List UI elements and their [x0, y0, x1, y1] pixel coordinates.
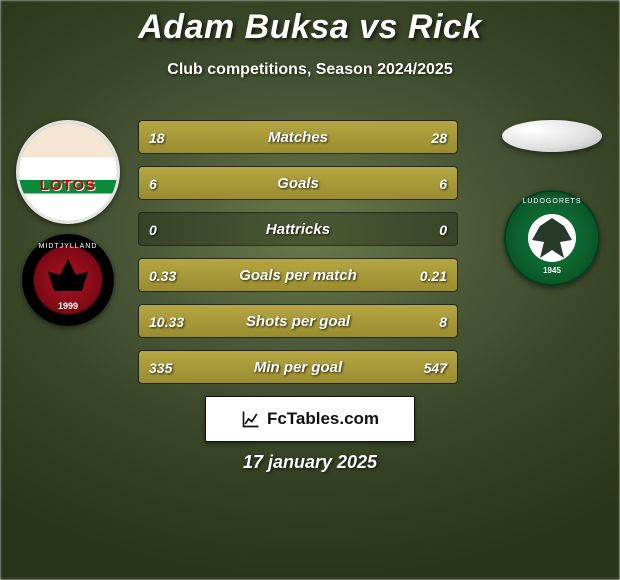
stats-table: 1828Matches 66Goals 00Hattricks 0.330.21Goa…: [138, 120, 458, 396]
stat-label: Shots per goal: [139, 305, 457, 338]
stat-row: 00Hattricks: [138, 212, 458, 246]
subtitle: Club competitions, Season 2024/2025: [0, 61, 620, 79]
player-left-column: LOTOS MIDTJYLLAND 1999: [8, 120, 128, 326]
club-badge-right-year: 1945: [506, 266, 598, 275]
source-label: FcTables.com: [267, 409, 379, 429]
date-label: 17 january 2025: [0, 452, 620, 473]
club-badge-left: MIDTJYLLAND 1999: [22, 234, 114, 326]
stat-label: Hattricks: [139, 213, 457, 246]
stat-row: 66Goals: [138, 166, 458, 200]
comparison-card: Adam Buksa vs Rick Club competitions, Se…: [0, 0, 620, 580]
stat-label: Matches: [139, 121, 457, 154]
player-left-avatar: LOTOS: [16, 120, 120, 224]
player-right-column: LUDOGORETS 1945: [492, 120, 612, 286]
club-badge-left-name: MIDTJYLLAND: [25, 243, 111, 250]
stat-label: Goals: [139, 167, 457, 200]
club-badge-right-name: LUDOGORETS: [506, 198, 598, 205]
club-badge-right: LUDOGORETS 1945: [504, 190, 600, 286]
stat-row: 1828Matches: [138, 120, 458, 154]
stat-row: 10.338Shots per goal: [138, 304, 458, 338]
club-badge-left-year: 1999: [25, 301, 111, 311]
eagle-icon: [532, 218, 572, 258]
jersey-graphic: LOTOS: [19, 123, 117, 221]
stat-label: Goals per match: [139, 259, 457, 292]
source-attribution: FcTables.com: [205, 396, 415, 442]
jersey-sponsor-text: LOTOS: [19, 177, 117, 194]
page-title: Adam Buksa vs Rick: [0, 8, 620, 47]
stat-row: 0.330.21Goals per match: [138, 258, 458, 292]
chart-icon: [241, 409, 261, 429]
player-right-avatar: [502, 120, 602, 152]
stat-label: Min per goal: [139, 351, 457, 384]
stat-row: 335547Min per goal: [138, 350, 458, 384]
